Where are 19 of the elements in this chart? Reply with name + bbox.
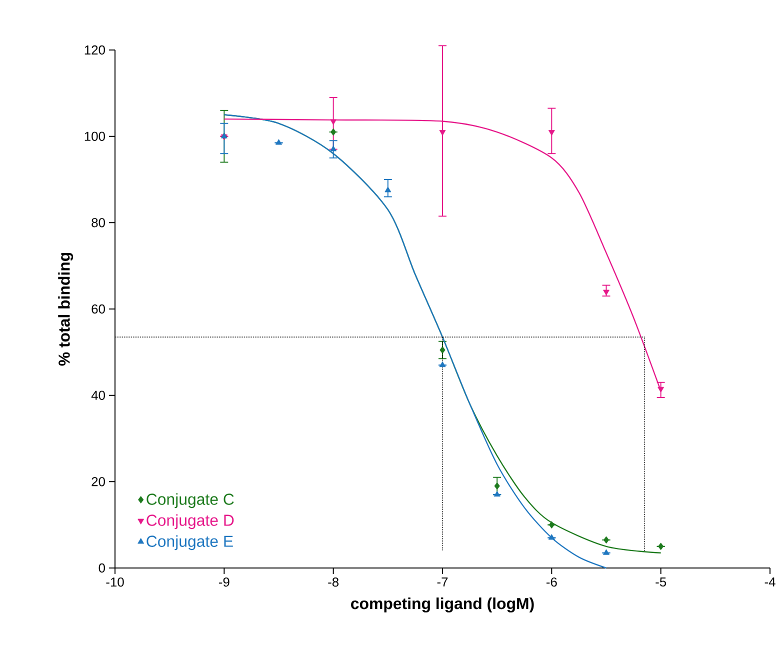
x-tick-label: -8	[328, 577, 339, 587]
x-axis-title: competing ligand (logM)	[351, 597, 534, 612]
x-tick-label: -10	[106, 577, 124, 587]
y-axis-title: % total binding	[58, 252, 74, 366]
x-tick-label: -5	[656, 578, 666, 587]
legend-label: Conjugate C	[146, 493, 234, 508]
x-tick-label: -9	[218, 577, 230, 587]
x-tick-label: -7	[437, 578, 448, 586]
legend-label: Conjugate E	[146, 535, 233, 550]
y-tick-label: 100	[84, 132, 105, 141]
y-tick-label: 80	[92, 218, 105, 228]
legend-label: Conjugate D	[146, 514, 234, 530]
y-tick-label: 120	[84, 45, 105, 55]
y-tick-label: 20	[92, 477, 105, 486]
y-tick-label: 40	[91, 390, 105, 400]
x-tick-label: -4	[764, 578, 776, 586]
y-tick-label: 0	[98, 563, 105, 573]
x-tick-label: -6	[546, 577, 557, 587]
y-tick-label: 60	[92, 304, 105, 314]
